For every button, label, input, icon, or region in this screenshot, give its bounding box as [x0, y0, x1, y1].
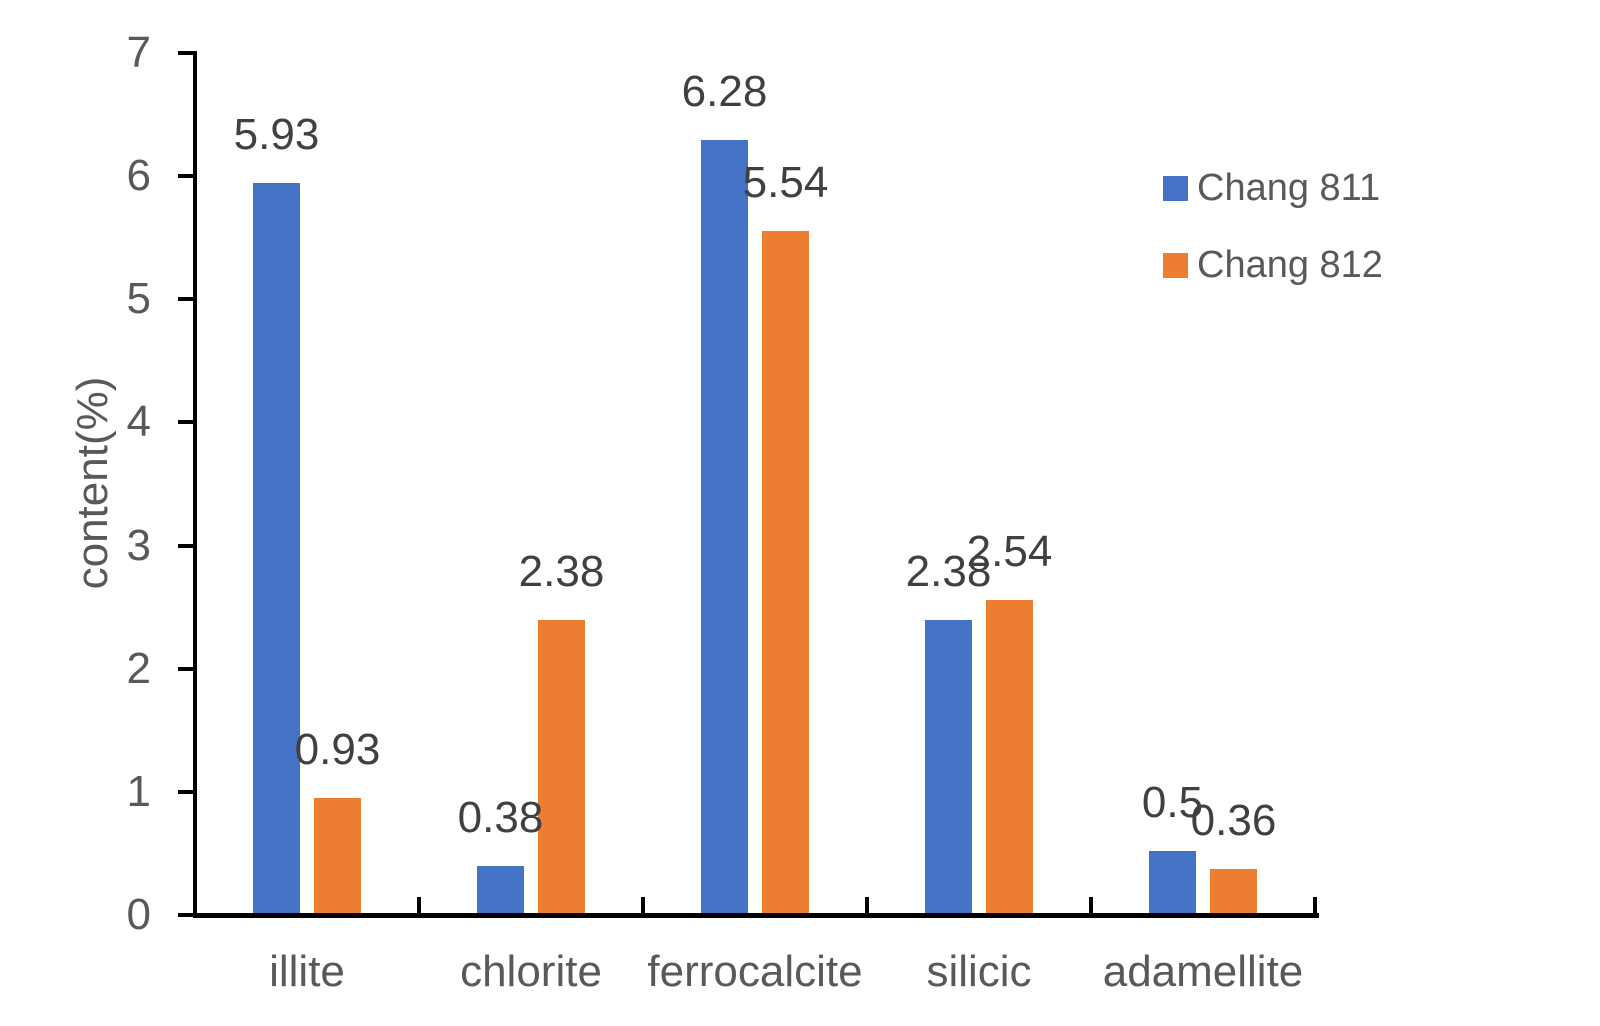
y-axis-line [193, 51, 197, 918]
data-label-chang-812-chlorite: 2.38 [518, 546, 605, 596]
y-tick-5 [178, 297, 193, 302]
y-axis-title: content(%) [68, 376, 117, 590]
y-tick-label-2: 2 [126, 643, 151, 693]
bar-chang-812-illite [314, 798, 361, 913]
y-tick-label-7: 7 [126, 28, 151, 77]
bar-chang-811-chlorite [477, 866, 524, 913]
category-label-ferrocalcite: ferrocalcite [647, 947, 863, 996]
y-tick-0 [178, 913, 193, 917]
y-tick-1 [178, 789, 193, 794]
legend-label-chang-812: Chang 812 [1197, 244, 1383, 286]
data-label-chang-811-ferrocalcite: 6.28 [681, 66, 768, 116]
y-tick-label-6: 6 [126, 151, 151, 201]
bar-chang-811-ferrocalcite [701, 139, 748, 913]
legend-swatch-chang-812 [1163, 253, 1188, 278]
x-tick-4 [1089, 897, 1093, 913]
category-label-illite: illite [269, 947, 345, 996]
bar-chang-811-illite [253, 182, 300, 913]
bar-chang-811-adamellite [1149, 851, 1196, 913]
y-tick-6 [178, 174, 193, 179]
data-label-chang-812-illite: 0.93 [294, 725, 381, 775]
x-tick-1 [417, 897, 421, 913]
bar-chang-812-silicic [986, 600, 1033, 913]
data-label-chang-812-adamellite: 0.36 [1190, 795, 1277, 845]
bar-chang-812-adamellite [1210, 868, 1257, 913]
y-tick-label-0: 0 [126, 890, 151, 939]
bar-chang-812-chlorite [538, 619, 585, 913]
y-tick-7 [178, 51, 193, 55]
category-label-silicic: silicic [926, 947, 1032, 996]
category-label-adamellite: adamellite [1102, 947, 1304, 996]
legend-label-chang-811: Chang 811 [1197, 167, 1381, 209]
data-label-chang-812-silicic: 2.54 [966, 527, 1053, 577]
bar-chang-812-ferrocalcite [762, 230, 809, 913]
y-tick-3 [178, 543, 193, 548]
category-label-chlorite: chlorite [460, 947, 602, 996]
data-label-chang-811-chlorite: 0.38 [457, 793, 544, 843]
y-tick-label-5: 5 [126, 274, 151, 324]
data-label-chang-812-ferrocalcite: 5.54 [742, 157, 829, 207]
x-tick-3 [865, 897, 869, 913]
data-label-chang-811-illite: 5.93 [233, 109, 320, 159]
x-tick-5 [1313, 897, 1317, 913]
x-tick-2 [641, 897, 645, 913]
data-label-chang-811-adamellite: 0.5 [1141, 778, 1204, 828]
bar-chang-811-silicic [925, 619, 972, 913]
y-tick-4 [178, 420, 193, 425]
x-axis-line [193, 913, 1319, 918]
y-tick-label-1: 1 [126, 766, 151, 816]
y-tick-label-4: 4 [126, 397, 151, 447]
y-tick-2 [178, 666, 193, 671]
legend-swatch-chang-811 [1163, 176, 1188, 201]
y-tick-label-3: 3 [126, 520, 151, 570]
data-label-chang-811-silicic: 2.38 [905, 546, 992, 596]
